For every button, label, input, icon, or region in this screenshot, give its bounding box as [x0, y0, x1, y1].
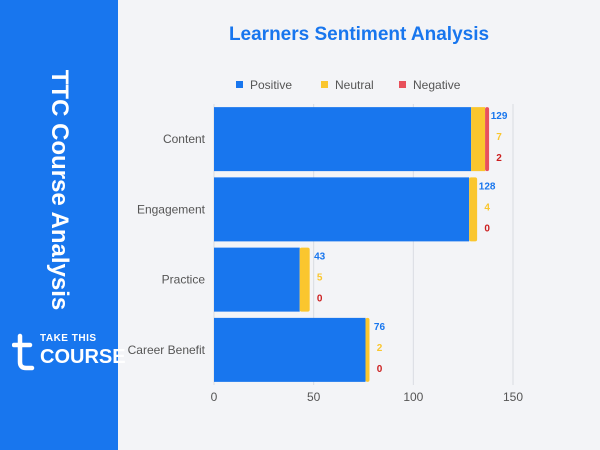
legend-label-positive: Positive	[250, 78, 292, 92]
bar-negative	[485, 107, 490, 172]
sidebar-title: TTC Course Analysis	[46, 69, 73, 311]
category-label: Practice	[162, 273, 206, 287]
bar-neutral	[469, 177, 478, 242]
chart-title: Learners Sentiment Analysis	[228, 24, 490, 45]
chart-area: Learners Sentiment Analysis 0 50 100 150 Pos…	[118, 0, 600, 450]
category-label: Content	[163, 132, 206, 146]
category-label: Engagement	[137, 202, 206, 216]
x-tick-label: 100	[403, 390, 423, 404]
x-tick-label: 50	[307, 390, 321, 404]
value-label-positive: 76	[374, 322, 386, 333]
legend-label-neutral: Neutral	[335, 78, 374, 92]
bar-positive	[214, 247, 300, 312]
legend-swatch-positive	[236, 81, 243, 88]
sidebar: TTC Course Analysis TAKE THIS COURSE	[0, 0, 126, 450]
logo-t-icon	[12, 333, 35, 371]
value-label-positive: 43	[314, 252, 326, 263]
value-label-neutral: 5	[317, 273, 323, 284]
bar-positive	[214, 177, 470, 242]
logo-line-2: COURSE	[40, 346, 126, 368]
legend-label-negative: Negative	[413, 78, 461, 92]
legend-swatch-neutral	[321, 81, 328, 88]
x-tick-label: 0	[211, 390, 218, 404]
take-this-course-logo: TAKE THIS COURSE	[12, 330, 126, 374]
value-label-negative: 0	[317, 294, 323, 305]
value-label-positive: 129	[491, 111, 508, 122]
legend-swatch-negative	[399, 81, 406, 88]
category-label: Career Benefit	[128, 343, 206, 357]
bar-neutral	[471, 107, 486, 172]
value-label-negative: 0	[484, 223, 490, 234]
value-label-positive: 128	[479, 181, 496, 192]
value-label-negative: 0	[377, 364, 383, 375]
bar-positive	[214, 317, 366, 382]
value-label-neutral: 7	[496, 132, 502, 143]
value-label-negative: 2	[496, 153, 502, 164]
logo-line-1: TAKE THIS	[40, 333, 97, 344]
value-label-neutral: 2	[377, 343, 383, 354]
bar-neutral	[299, 247, 310, 312]
bar-positive	[214, 107, 472, 172]
value-label-neutral: 4	[484, 202, 490, 213]
bar-neutral	[365, 317, 370, 382]
x-tick-label: 150	[503, 390, 523, 404]
